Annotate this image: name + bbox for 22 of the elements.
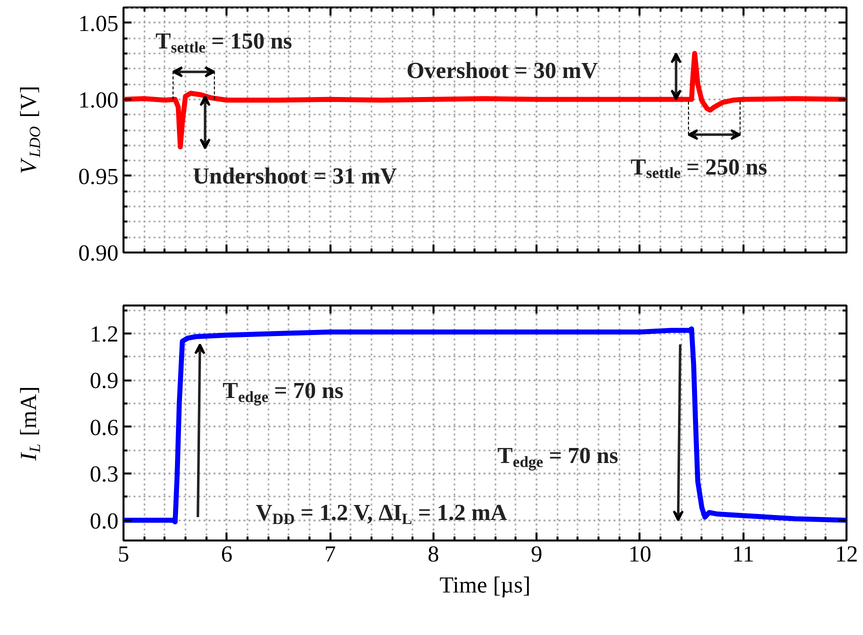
- y-axis-title: IL [mA]: [16, 386, 44, 462]
- annotation: Overshoot = 30 mV: [406, 58, 598, 83]
- x-tick-label: 5: [118, 542, 130, 566]
- y-tick-label: 0.90: [78, 240, 118, 266]
- y-tick-label: 0.9: [90, 368, 118, 394]
- x-axis-title: Time [µs]: [440, 572, 531, 598]
- x-tick-label: 11: [732, 542, 754, 566]
- y-tick-label: 0.3: [90, 462, 118, 487]
- x-tick-label: 10: [628, 542, 652, 566]
- y-axis-title: VLDO [V]: [16, 86, 44, 174]
- y-tick-label: 1.05: [78, 10, 118, 36]
- x-tick-label: 6: [221, 542, 233, 566]
- y-tick-label: 0.6: [90, 414, 118, 440]
- x-tick-label: 9: [530, 542, 542, 566]
- annotation: Undershoot = 31 mV: [192, 163, 398, 188]
- y-tick-label: 1.2: [90, 322, 118, 347]
- y-tick-label: 1.00: [78, 87, 118, 112]
- x-tick-label: 8: [428, 542, 440, 566]
- y-tick-label: 0.95: [78, 164, 118, 189]
- x-tick-label: 12: [835, 542, 858, 566]
- y-tick-label: 0.0: [90, 508, 118, 534]
- x-tick-label: 7: [324, 542, 336, 566]
